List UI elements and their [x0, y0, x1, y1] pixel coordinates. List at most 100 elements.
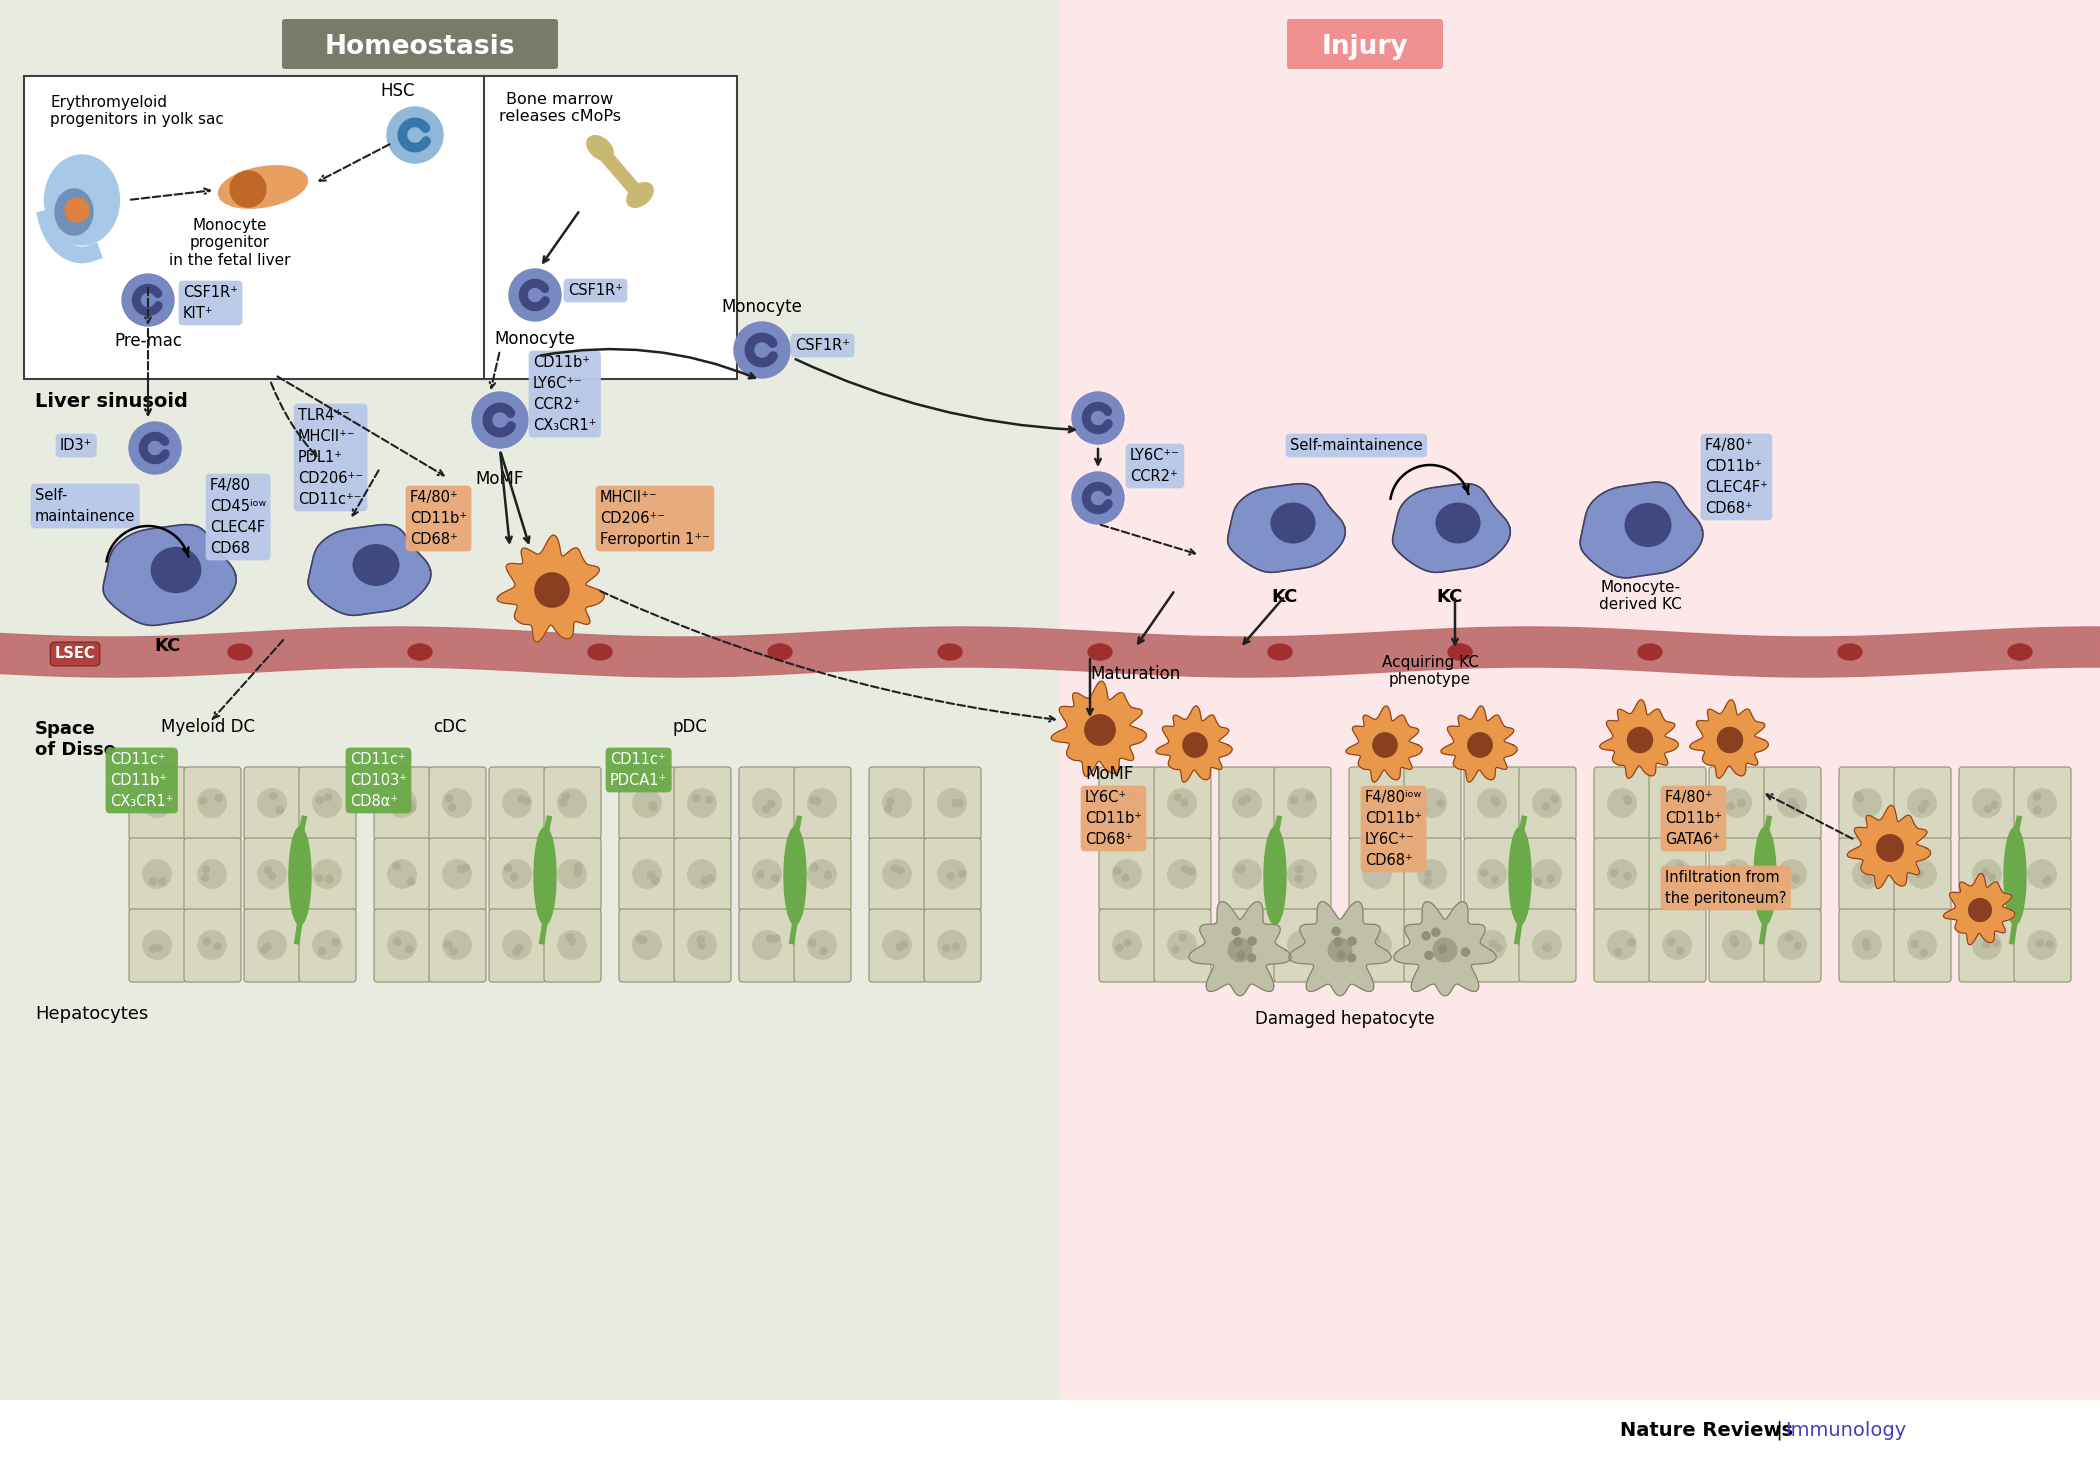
- FancyBboxPatch shape: [869, 766, 926, 839]
- FancyBboxPatch shape: [739, 766, 796, 839]
- Text: HSC: HSC: [380, 82, 416, 99]
- Circle shape: [143, 931, 172, 959]
- Text: LY6C⁺⁻
CCR2⁺: LY6C⁺⁻ CCR2⁺: [1130, 448, 1180, 485]
- Circle shape: [160, 796, 168, 803]
- Circle shape: [1420, 806, 1428, 813]
- Circle shape: [197, 931, 227, 959]
- Circle shape: [1086, 715, 1115, 745]
- Circle shape: [122, 274, 174, 326]
- Circle shape: [1548, 876, 1554, 882]
- Circle shape: [886, 799, 895, 804]
- FancyBboxPatch shape: [1709, 766, 1766, 839]
- FancyBboxPatch shape: [544, 838, 601, 911]
- Bar: [1060, 0, 2100, 1400]
- FancyBboxPatch shape: [924, 910, 981, 983]
- Circle shape: [1911, 940, 1917, 948]
- Circle shape: [1363, 931, 1390, 959]
- Circle shape: [1233, 927, 1241, 936]
- Circle shape: [1793, 876, 1800, 883]
- Circle shape: [1418, 931, 1447, 959]
- Ellipse shape: [407, 644, 433, 660]
- Text: Erythromyeloid
progenitors in yolk sac: Erythromyeloid progenitors in yolk sac: [50, 95, 225, 127]
- Circle shape: [1235, 866, 1243, 873]
- Circle shape: [2033, 793, 2041, 800]
- Polygon shape: [1441, 707, 1516, 783]
- FancyBboxPatch shape: [244, 910, 300, 983]
- Text: Monocyte
progenitor
in the fetal liver: Monocyte progenitor in the fetal liver: [170, 218, 290, 267]
- FancyBboxPatch shape: [794, 838, 850, 911]
- Bar: [0, 1400, 2100, 1460]
- Circle shape: [1228, 939, 1252, 962]
- Circle shape: [1478, 860, 1506, 888]
- Circle shape: [449, 804, 456, 810]
- Circle shape: [1115, 945, 1124, 952]
- Circle shape: [1865, 876, 1873, 883]
- Circle shape: [155, 945, 162, 952]
- FancyBboxPatch shape: [489, 838, 546, 911]
- Text: Bone marrow
releases cMoPs: Bone marrow releases cMoPs: [500, 92, 622, 124]
- Circle shape: [2029, 931, 2056, 959]
- Circle shape: [2043, 877, 2050, 885]
- FancyBboxPatch shape: [2014, 838, 2071, 911]
- FancyBboxPatch shape: [674, 910, 731, 983]
- Circle shape: [2029, 788, 2056, 818]
- FancyBboxPatch shape: [1648, 910, 1705, 983]
- Circle shape: [1552, 796, 1558, 803]
- Circle shape: [1250, 939, 1256, 946]
- FancyBboxPatch shape: [1594, 766, 1651, 839]
- Circle shape: [1625, 797, 1632, 804]
- Circle shape: [1304, 934, 1312, 942]
- Circle shape: [1791, 875, 1800, 882]
- Text: MHCII⁺⁻
CD206⁺⁻
Ferroportin 1⁺⁻: MHCII⁺⁻ CD206⁺⁻ Ferroportin 1⁺⁻: [601, 491, 710, 548]
- FancyBboxPatch shape: [1098, 766, 1155, 839]
- Circle shape: [1915, 870, 1924, 876]
- FancyBboxPatch shape: [1098, 910, 1155, 983]
- FancyBboxPatch shape: [1840, 766, 1896, 839]
- Circle shape: [697, 942, 706, 949]
- Circle shape: [569, 937, 575, 945]
- FancyBboxPatch shape: [794, 910, 850, 983]
- FancyBboxPatch shape: [1764, 766, 1821, 839]
- Text: Myeloid DC: Myeloid DC: [162, 718, 254, 736]
- Circle shape: [1113, 860, 1140, 888]
- Circle shape: [1663, 860, 1690, 888]
- Circle shape: [1982, 940, 1991, 948]
- Circle shape: [1071, 391, 1124, 444]
- Circle shape: [1296, 866, 1302, 873]
- Circle shape: [1907, 931, 1936, 959]
- FancyBboxPatch shape: [1959, 838, 2016, 911]
- Ellipse shape: [626, 182, 653, 207]
- Circle shape: [1718, 727, 1743, 752]
- Ellipse shape: [44, 155, 120, 245]
- Circle shape: [1376, 793, 1382, 800]
- Circle shape: [265, 867, 271, 873]
- Circle shape: [951, 800, 960, 807]
- FancyBboxPatch shape: [1709, 910, 1766, 983]
- Circle shape: [1432, 939, 1457, 962]
- Circle shape: [943, 945, 949, 952]
- Circle shape: [1489, 940, 1497, 948]
- Circle shape: [1793, 804, 1800, 810]
- Circle shape: [326, 794, 332, 800]
- Circle shape: [1373, 733, 1396, 758]
- Circle shape: [1422, 931, 1430, 940]
- Circle shape: [1730, 864, 1737, 872]
- FancyBboxPatch shape: [620, 838, 676, 911]
- Circle shape: [1189, 867, 1195, 875]
- Text: pDC: pDC: [672, 718, 708, 736]
- Circle shape: [1611, 870, 1617, 876]
- Circle shape: [697, 936, 704, 943]
- Circle shape: [1968, 898, 1991, 921]
- Circle shape: [2029, 860, 2056, 888]
- Circle shape: [1907, 788, 1936, 818]
- Circle shape: [143, 788, 172, 818]
- Circle shape: [1863, 875, 1869, 882]
- Circle shape: [1915, 870, 1922, 877]
- Circle shape: [214, 943, 220, 950]
- Circle shape: [1363, 788, 1390, 818]
- FancyBboxPatch shape: [1405, 766, 1462, 839]
- Circle shape: [559, 860, 586, 888]
- FancyBboxPatch shape: [1287, 19, 1443, 69]
- Circle shape: [1984, 806, 1991, 813]
- Circle shape: [1376, 864, 1384, 872]
